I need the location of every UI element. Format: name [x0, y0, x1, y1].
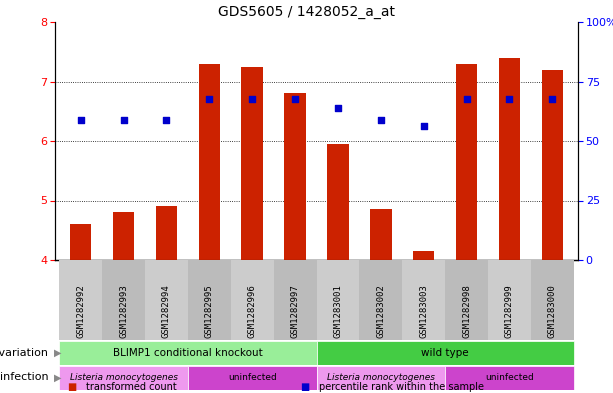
Bar [156, 206, 177, 260]
Point [290, 96, 300, 103]
Text: GSM1282993: GSM1282993 [119, 285, 128, 338]
Bar [370, 209, 392, 260]
Text: GSM1283001: GSM1283001 [333, 285, 343, 338]
Text: GSM1282997: GSM1282997 [291, 285, 300, 338]
Text: BLIMP1 conditional knockout: BLIMP1 conditional knockout [113, 347, 263, 358]
Bar [284, 94, 306, 260]
Bar [456, 64, 478, 260]
Point [162, 117, 172, 123]
Text: GSM1282998: GSM1282998 [462, 285, 471, 338]
Text: Listeria monocytogenes: Listeria monocytogenes [327, 373, 435, 382]
Bar [316, 340, 574, 364]
Text: GSM1282992: GSM1282992 [76, 285, 85, 338]
Text: uninfected: uninfected [228, 373, 276, 382]
Text: GSM1282995: GSM1282995 [205, 285, 214, 338]
Bar [113, 212, 134, 260]
Point [419, 123, 428, 129]
Point [76, 117, 86, 123]
Point [462, 96, 471, 103]
Bar [145, 260, 188, 340]
Text: percentile rank within the sample: percentile rank within the sample [319, 382, 484, 392]
Bar [242, 67, 263, 260]
Text: ▶: ▶ [54, 373, 61, 382]
Bar [402, 260, 445, 340]
Bar [499, 58, 520, 260]
Bar [445, 365, 574, 389]
Text: GSM1283000: GSM1283000 [548, 285, 557, 338]
Bar [230, 260, 273, 340]
Bar [188, 260, 230, 340]
Point [376, 117, 386, 123]
Text: ▶: ▶ [54, 347, 61, 358]
Bar [70, 224, 91, 260]
Bar [188, 365, 316, 389]
Text: ■: ■ [67, 382, 77, 392]
Bar [541, 70, 563, 260]
Bar [316, 365, 445, 389]
Text: uninfected: uninfected [485, 373, 534, 382]
Bar [59, 365, 188, 389]
Bar [102, 260, 145, 340]
Text: ■: ■ [300, 382, 310, 392]
Bar [59, 340, 316, 364]
Bar [59, 260, 102, 340]
Bar [199, 64, 220, 260]
Text: GSM1283002: GSM1283002 [376, 285, 386, 338]
Bar [359, 260, 402, 340]
Text: GSM1282999: GSM1282999 [505, 285, 514, 338]
Bar [445, 260, 488, 340]
Point [547, 96, 557, 103]
Point [504, 96, 514, 103]
Text: transformed count: transformed count [86, 382, 177, 392]
Text: GSM1282994: GSM1282994 [162, 285, 171, 338]
Text: wild type: wild type [421, 347, 469, 358]
Text: Listeria monocytogenes: Listeria monocytogenes [70, 373, 178, 382]
Text: GDS5605 / 1428052_a_at: GDS5605 / 1428052_a_at [218, 5, 395, 19]
Bar [327, 144, 349, 260]
Point [204, 96, 214, 103]
Text: infection: infection [0, 373, 49, 382]
Bar [273, 260, 316, 340]
Point [247, 96, 257, 103]
Bar [531, 260, 574, 340]
Text: GSM1283003: GSM1283003 [419, 285, 428, 338]
Text: GSM1282996: GSM1282996 [248, 285, 257, 338]
Bar [316, 260, 359, 340]
Bar [488, 260, 531, 340]
Point [119, 117, 129, 123]
Bar [413, 251, 435, 260]
Point [333, 105, 343, 112]
Text: genotype/variation: genotype/variation [0, 347, 49, 358]
